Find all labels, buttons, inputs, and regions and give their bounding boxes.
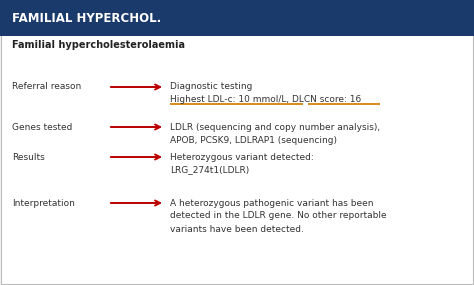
Text: LRG_274t1(LDLR): LRG_274t1(LDLR) xyxy=(170,166,249,174)
Text: Results: Results xyxy=(12,152,45,162)
Text: detected in the LDLR gene. No other reportable: detected in the LDLR gene. No other repo… xyxy=(170,211,387,221)
Text: Genes tested: Genes tested xyxy=(12,123,73,131)
Text: A heterozygous pathogenic variant has been: A heterozygous pathogenic variant has be… xyxy=(170,198,374,207)
Text: Heterozygous variant detected:: Heterozygous variant detected: xyxy=(170,152,314,162)
Text: variants have been detected.: variants have been detected. xyxy=(170,225,304,233)
Text: Referral reason: Referral reason xyxy=(12,82,81,91)
Text: APOB, PCSK9, LDLRAP1 (sequencing): APOB, PCSK9, LDLRAP1 (sequencing) xyxy=(170,135,337,144)
Bar xyxy=(0,0,474,36)
Text: LDLR (sequencing and copy number analysis),: LDLR (sequencing and copy number analysi… xyxy=(170,123,380,131)
Text: Familial hypercholesterolaemia: Familial hypercholesterolaemia xyxy=(12,40,185,50)
Text: Diagnostic testing: Diagnostic testing xyxy=(170,82,252,91)
Text: FAMILIAL HYPERCHOL.: FAMILIAL HYPERCHOL. xyxy=(12,11,161,25)
Text: Highest LDL-c: 10 mmol/L, DLCN score: 16: Highest LDL-c: 10 mmol/L, DLCN score: 16 xyxy=(170,95,361,105)
Text: Interpretation: Interpretation xyxy=(12,198,75,207)
